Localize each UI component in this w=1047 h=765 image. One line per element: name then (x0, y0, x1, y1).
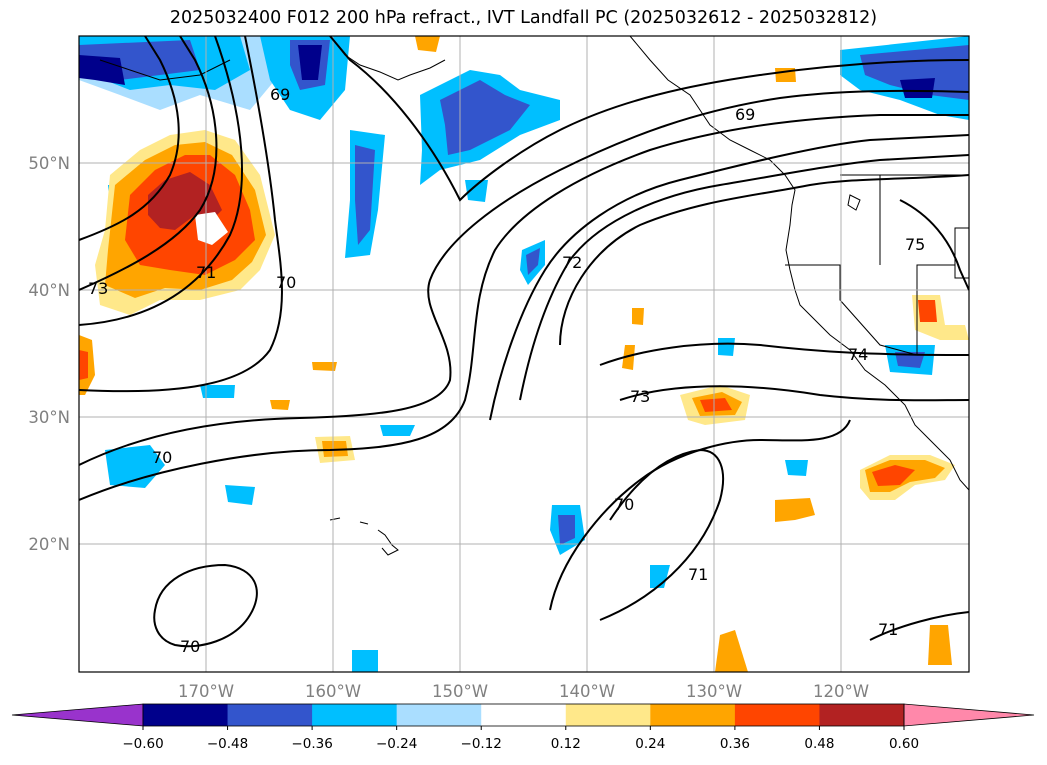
colorbar-box (481, 704, 567, 726)
lon-tick-label: 170°W (178, 682, 234, 701)
colorbar-box (143, 704, 229, 726)
contour-label: 69 (270, 85, 290, 104)
contour-labels: 73 71 70 69 69 72 73 74 75 70 70 71 70 7… (88, 85, 925, 656)
lon-tick-label: 130°W (686, 682, 742, 701)
contour-label: 70 (180, 637, 200, 656)
colorbar-box (396, 704, 482, 726)
colorbar-tick-label: −0.48 (207, 736, 248, 752)
contour-label: 73 (630, 387, 650, 406)
contour-label: 74 (848, 345, 868, 364)
colorbar-box (734, 704, 820, 726)
contour-label: 70 (152, 448, 172, 467)
lat-ticks: 50°N 40°N 30°N 20°N (28, 154, 70, 554)
contour-label: 73 (88, 279, 108, 298)
contour-label: 69 (735, 105, 755, 124)
lon-tick-label: 120°W (813, 682, 869, 701)
colorbar-box (650, 704, 736, 726)
colorbar-tick-label: −0.60 (122, 736, 163, 752)
colorbar-box (312, 704, 398, 726)
colorbar-box (227, 704, 313, 726)
shading-positive (79, 36, 969, 672)
colorbar-tick-label: −0.36 (291, 736, 332, 752)
contour-label: 70 (614, 495, 634, 514)
shading-negative (79, 36, 969, 672)
contour-label: 71 (878, 620, 898, 639)
contour-label: 75 (905, 235, 925, 254)
lat-tick-label: 40°N (28, 281, 70, 300)
colorbar: −0.60 −0.48 −0.36 −0.24 −0.12 0.12 0.24 0.36 0.4… (11, 703, 1035, 752)
contour-label: 71 (688, 565, 708, 584)
colorbar-box (819, 704, 905, 726)
lat-tick-label: 20°N (28, 535, 70, 554)
contour-label: 71 (196, 263, 216, 282)
contour-label: 72 (562, 253, 582, 272)
colorbar-box (565, 704, 651, 726)
map-frame (78, 35, 970, 673)
lon-tick-label: 140°W (559, 682, 615, 701)
colorbar-tick-label: 0.60 (889, 736, 919, 752)
lon-ticks: 170°W 160°W 150°W 140°W 130°W 120°W (178, 682, 869, 701)
contours (79, 36, 969, 648)
map-title: 2025032400 F012 200 hPa refract., IVT La… (169, 8, 878, 28)
map-panel: 73 71 70 69 69 72 73 74 75 70 70 71 70 7… (79, 36, 969, 672)
lon-tick-label: 160°W (305, 682, 361, 701)
colorbar-tick-label: −0.24 (376, 736, 417, 752)
lat-tick-label: 30°N (28, 408, 70, 427)
colorbar-extend-high (903, 703, 1035, 727)
contour-label: 70 (276, 273, 296, 292)
gridlines (79, 36, 969, 672)
colorbar-tick-label: −0.12 (461, 736, 502, 752)
lon-tick-label: 150°W (432, 682, 488, 701)
colorbar-frame (142, 703, 905, 727)
lat-tick-label: 50°N (28, 154, 70, 173)
colorbar-extend-low (11, 703, 144, 727)
colorbar-tick-label: 0.36 (720, 736, 750, 752)
colorbar-tick-label: 0.24 (635, 736, 665, 752)
colorbar-tick-label: 0.12 (551, 736, 581, 752)
colorbar-tick-label: 0.48 (804, 736, 834, 752)
